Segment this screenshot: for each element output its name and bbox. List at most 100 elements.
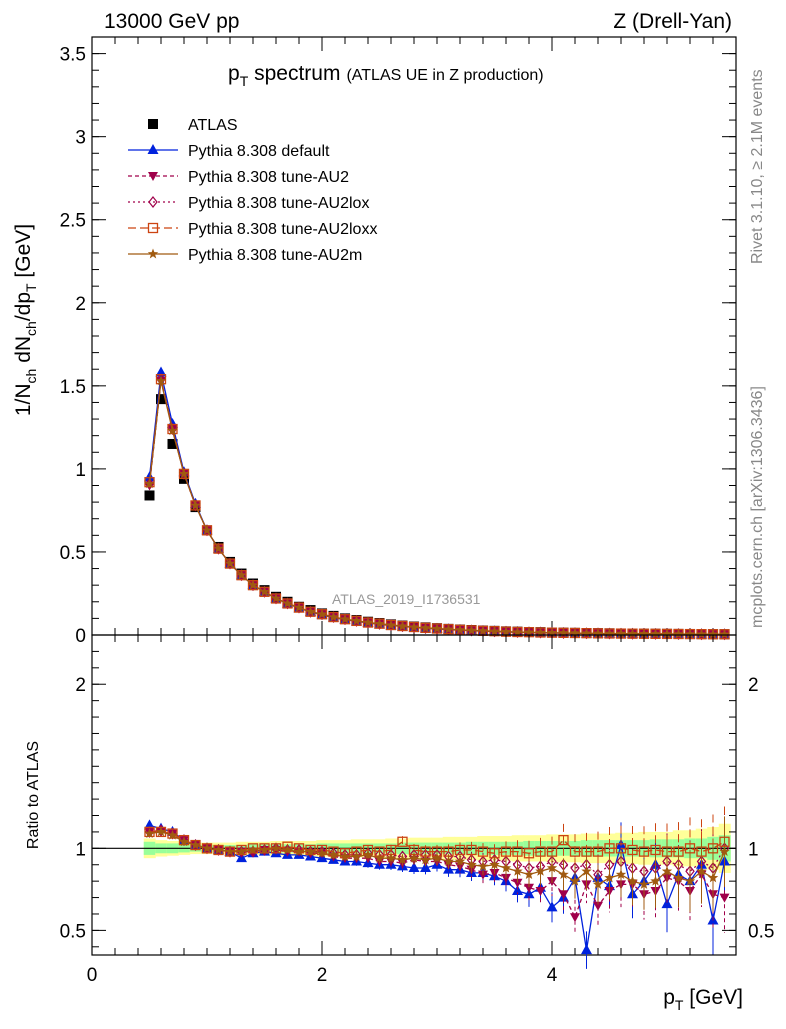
ratio-frame (91, 634, 737, 956)
legend-entry-1: Pythia 8.308 default (128, 143, 330, 160)
main-data-point (144, 471, 155, 482)
ratio-data-point (593, 901, 603, 911)
x-tick-label: 2 (317, 965, 328, 986)
ratio-data-point (592, 846, 604, 857)
ratio-data-point (627, 844, 638, 856)
ratio-data-point (270, 842, 282, 853)
ratio-data-point (558, 890, 569, 900)
main-data-point (604, 628, 615, 639)
ratio-data-point (385, 852, 397, 863)
ratio-data-point (719, 846, 730, 857)
ratio-y-tick-label: 1 (75, 839, 86, 860)
ratio-data-point (408, 862, 420, 873)
ratio-data-point (604, 843, 615, 854)
main-data-point (374, 618, 385, 629)
main-data-point (512, 626, 523, 637)
ratio-data-point (178, 836, 190, 847)
ratio-data-point (201, 842, 213, 853)
main-data-point (466, 625, 477, 635)
ratio-data-point (535, 865, 546, 876)
legend-marker (148, 172, 158, 181)
ratio-data-point (523, 848, 535, 859)
ratio-data-point (190, 839, 201, 850)
ratio-data-point (661, 898, 673, 909)
legend-marker (147, 248, 159, 259)
main-y-tick-label: 3.5 (60, 45, 86, 66)
legend-entry-5: Pythia 8.308 tune-AU2m (128, 247, 362, 264)
main-y-tick-label: 1 (75, 460, 86, 481)
main-data-point (546, 627, 558, 638)
legend-label: Pythia 8.308 tune-AU2loxx (188, 221, 377, 238)
main-data-point (523, 626, 535, 637)
main-data-point (627, 628, 638, 639)
ratio-y-tick-label-right: 2 (748, 675, 759, 696)
ratio-data-point (615, 869, 627, 880)
ratio-data-point (707, 872, 719, 883)
ratio-y-tick-label-right: 0.5 (748, 921, 774, 942)
main-data-point (477, 625, 489, 636)
ratio-data-point (144, 828, 155, 839)
main-data-point (558, 627, 569, 638)
ratio-data-point (420, 862, 431, 873)
ratio-data-point (581, 865, 592, 876)
ratio-data-point (535, 846, 546, 857)
main-data-point (328, 611, 339, 622)
legend-label: Pythia 8.308 default (188, 143, 330, 160)
ratio-data-point (719, 893, 730, 903)
legend-marker (148, 119, 158, 129)
ratio-data-point (558, 869, 569, 880)
main-data-point (270, 592, 282, 603)
main-y-tick-label: 3 (75, 128, 86, 149)
main-data-point (615, 628, 627, 639)
ratio-data-point (282, 844, 293, 855)
ratio-y-axis-title: Ratio to ATLAS (25, 741, 42, 849)
legend: ATLAS Pythia 8.308 default Pythia 8.308 tu… (128, 117, 377, 264)
x-tick-label: 4 (547, 965, 558, 986)
legend-label: Pythia 8.308 tune-AU2lox (188, 195, 369, 212)
ratio-data-point (259, 844, 270, 855)
main-data-point (454, 624, 466, 635)
legend-entry-0: ATLAS (148, 117, 238, 134)
ratio-data-point (650, 875, 661, 886)
main-data-point (535, 627, 546, 638)
ratio-data-point (477, 860, 489, 871)
ratio-data-point (581, 944, 592, 955)
ratio-data-point (627, 875, 638, 886)
main-data-point (684, 628, 696, 639)
ratio-data-point (397, 854, 408, 865)
main-data-point (489, 625, 500, 636)
ratio-data-point (512, 878, 523, 888)
ratio-data-point (339, 851, 351, 861)
main-data-point (144, 490, 155, 501)
ratio-data-point (569, 846, 581, 857)
ratio-data-point (466, 859, 477, 870)
ratio-data-point (500, 846, 512, 857)
ratio-data-point (523, 888, 535, 899)
ratio-data-point (535, 887, 546, 896)
ratio-data-point (604, 872, 615, 883)
main-data-point (650, 628, 661, 639)
ratio-data-point (569, 875, 581, 886)
main-data-point (707, 628, 719, 639)
header-left: 13000 GeV pp (104, 10, 239, 33)
ratio-data-point (293, 846, 305, 857)
legend-label: Pythia 8.308 tune-AU2 (188, 169, 349, 186)
ratio-data-point (524, 883, 534, 893)
ratio-data-point (558, 834, 569, 846)
ratio-data-point (512, 885, 523, 895)
main-data-point (385, 619, 397, 630)
legend-label: ATLAS (188, 117, 238, 134)
ratio-data-point (316, 847, 328, 858)
main-data-point (592, 628, 604, 638)
ratio-y-tick-label: 0.5 (60, 921, 86, 942)
ratio-data-point (236, 846, 247, 857)
main-y-tick-label: 2 (75, 294, 86, 315)
legend-entry-4: Pythia 8.308 tune-AU2loxx (128, 221, 377, 238)
ratio-plot: 0.5 0.5 1 1 2 2 0 2 4 (60, 634, 774, 986)
main-data-point (362, 617, 374, 627)
ratio-series-4 (144, 816, 730, 913)
main-data-point (719, 628, 730, 639)
ratio-series-line (149, 831, 725, 854)
main-y-tick-label: 0.5 (60, 543, 86, 564)
